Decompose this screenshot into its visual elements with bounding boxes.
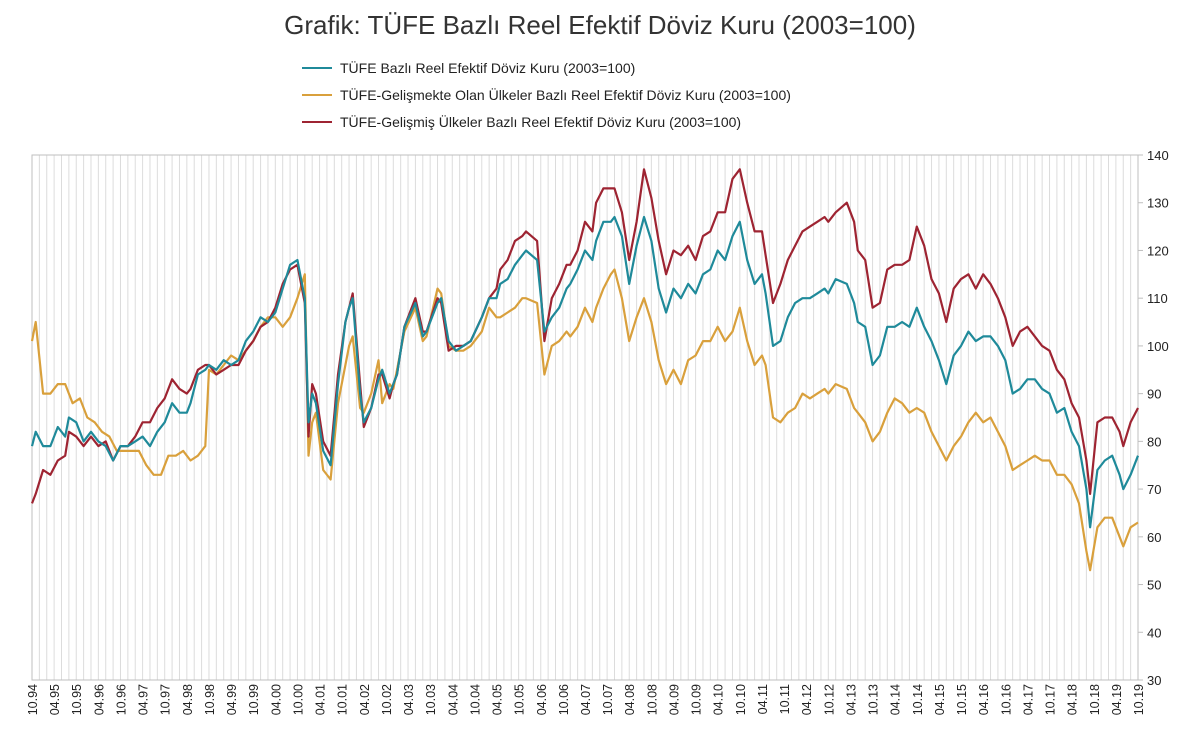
x-tick-label: 04.97 <box>137 684 151 715</box>
series-lines <box>30 168 1140 572</box>
x-tick-label: 10.01 <box>336 684 350 715</box>
series-line-0 <box>30 215 1140 529</box>
x-tick-label: 10.06 <box>557 684 571 715</box>
x-tick-label: 04.06 <box>535 684 549 715</box>
x-tick-label: 10.11 <box>778 684 792 714</box>
x-tick-label: 10.17 <box>1044 684 1058 715</box>
x-tick-label: 04.05 <box>491 684 505 715</box>
x-tick-label: 10.08 <box>645 684 659 715</box>
x-tick-label: 10.10 <box>734 684 748 715</box>
x-tick-label: 10.97 <box>159 684 173 715</box>
y-tick-label: 110 <box>1147 291 1168 306</box>
x-tick-label: 10.94 <box>26 684 40 715</box>
x-tick-label: 10.19 <box>1132 684 1146 715</box>
x-tick-label: 04.98 <box>181 684 195 715</box>
y-tick-label: 120 <box>1147 243 1169 258</box>
x-tick-label: 04.18 <box>1066 684 1080 715</box>
x-tick-label: 10.95 <box>70 684 84 715</box>
x-tick-label: 10.03 <box>424 684 438 715</box>
grid-lines <box>31 155 1139 680</box>
y-tick-label: 60 <box>1147 530 1161 545</box>
x-tick-label: 10.96 <box>114 684 128 715</box>
y-tick-label: 90 <box>1147 387 1161 402</box>
x-tick-label: 10.05 <box>513 684 527 715</box>
y-tick-label: 100 <box>1147 339 1169 354</box>
x-tick-label: 04.08 <box>623 684 637 715</box>
x-tick-label: 04.11 <box>756 684 770 714</box>
x-tick-label: 04.04 <box>446 684 460 715</box>
x-tick-label: 04.07 <box>579 684 593 715</box>
x-tick-label: 10.99 <box>247 684 261 715</box>
legend-swatch-gelismis <box>302 120 332 123</box>
x-tick-label: 10.04 <box>468 684 482 715</box>
x-tick-label: 04.01 <box>314 684 328 715</box>
x-tick-label: 10.14 <box>911 684 925 715</box>
x-tick-label: 04.10 <box>712 684 726 715</box>
y-tick-label: 140 <box>1147 148 1169 163</box>
y-tick-label: 50 <box>1147 578 1161 593</box>
y-tick-label: 130 <box>1147 196 1169 211</box>
legend: TÜFE Bazlı Reel Efektif Döviz Kuru (2003… <box>302 54 791 135</box>
x-tick-label: 10.16 <box>999 684 1013 715</box>
x-tick-label: 10.98 <box>203 684 217 715</box>
x-tick-label: 04.15 <box>933 684 947 715</box>
x-tick-label: 04.00 <box>269 684 283 715</box>
x-tick-label: 10.18 <box>1088 684 1102 715</box>
x-tick-label: 10.07 <box>601 684 615 715</box>
legend-item-gelismis: TÜFE-Gelişmiş Ülkeler Bazlı Reel Efektif… <box>302 108 791 135</box>
legend-label-gelismekte: TÜFE-Gelişmekte Olan Ülkeler Bazlı Reel … <box>340 86 791 103</box>
series-line-2 <box>30 168 1139 504</box>
legend-swatch-gelismekte <box>302 93 332 96</box>
x-tick-label: 10.09 <box>690 684 704 715</box>
x-tick-label: 04.16 <box>977 684 991 715</box>
x-tick-label: 04.09 <box>667 684 681 715</box>
x-tick-label: 04.96 <box>92 684 106 715</box>
x-tick-label: 10.15 <box>955 684 969 715</box>
x-tick-label: 04.13 <box>844 684 858 715</box>
x-tick-label: 04.19 <box>1110 684 1124 715</box>
series-line-1 <box>30 268 1139 572</box>
x-tick-label: 04.17 <box>1021 684 1035 715</box>
x-tick-label: 10.00 <box>291 684 305 715</box>
y-tick-label: 30 <box>1147 673 1161 688</box>
legend-item-gelismekte: TÜFE-Gelişmekte Olan Ülkeler Bazlı Reel … <box>302 81 791 108</box>
legend-swatch-tufe <box>302 66 332 69</box>
x-tick-label: 04.12 <box>800 684 814 715</box>
x-tick-label: 04.03 <box>402 684 416 715</box>
x-axis-ticks: 10.94 04.95 10.95 04.96 10.96 04.97 10.97 04.98… <box>26 684 1146 715</box>
x-tick-label: 04.14 <box>889 684 903 715</box>
chart-title: Grafik: TÜFE Bazlı Reel Efektif Döviz Ku… <box>284 10 916 40</box>
x-tick-label: 04.95 <box>48 684 62 715</box>
y-axis-ticks: 30 40 50 60 70 80 90 100 110 120 130 140 <box>1138 148 1169 688</box>
legend-label-tufe: TÜFE Bazlı Reel Efektif Döviz Kuru (2003… <box>340 59 636 76</box>
legend-item-tufe: TÜFE Bazlı Reel Efektif Döviz Kuru (2003… <box>302 54 791 81</box>
x-tick-label: 10.12 <box>822 684 836 715</box>
y-tick-label: 40 <box>1147 625 1161 640</box>
x-tick-label: 04.99 <box>225 684 239 715</box>
x-tick-label: 10.02 <box>380 684 394 715</box>
y-tick-label: 70 <box>1147 482 1161 497</box>
plot-frame <box>31 154 1139 681</box>
x-tick-label: 04.02 <box>358 684 372 715</box>
x-tick-label: 10.13 <box>867 684 881 715</box>
y-tick-label: 80 <box>1147 434 1161 449</box>
legend-label-gelismis: TÜFE-Gelişmiş Ülkeler Bazlı Reel Efektif… <box>340 113 742 130</box>
